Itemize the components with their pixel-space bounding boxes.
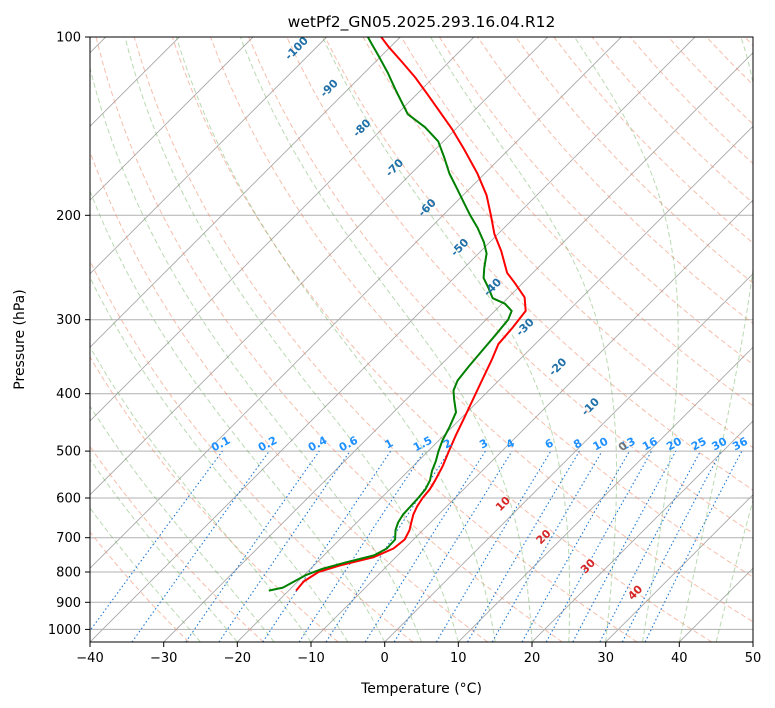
mixing-ratio-line (218, 450, 351, 642)
mixing-ratio-line (325, 450, 450, 642)
x-tick-label: −30 (150, 651, 177, 666)
moist-adiabat-line (175, 37, 496, 642)
y-tick-label: 1000 (48, 623, 81, 638)
isotherm-line (90, 37, 401, 348)
y-tick-label: 900 (56, 596, 81, 611)
y-tick-label: 500 (56, 445, 81, 460)
mixing-ratio-line (90, 450, 223, 632)
moist-adiabat-line (90, 276, 349, 642)
x-tick-label: −10 (297, 651, 324, 666)
x-axis-label: Temperature (°C) (360, 681, 482, 697)
isotherm-line (236, 125, 753, 642)
dry-adiabat-line (90, 150, 488, 642)
isotherm-line (90, 37, 696, 642)
plot-frame (89, 36, 754, 643)
moist-adiabat-line (322, 37, 571, 642)
mixing-ratio-line (545, 450, 653, 642)
moist-adiabat-line (90, 345, 312, 642)
mixing-ratio-label: 25 (689, 435, 709, 454)
mixing-ratio-label: 10 (591, 435, 611, 454)
plot-background (90, 37, 753, 642)
dry-adiabats (90, 37, 753, 642)
plot-area (90, 37, 753, 642)
isotherm-line (752, 641, 753, 642)
isotherm-line (384, 273, 753, 642)
moist-adiabat-line (430, 37, 617, 642)
dry-adiabat-line (324, 37, 753, 491)
mixing-ratio-line (644, 450, 743, 642)
isotherm-line (90, 37, 622, 569)
mixing-ratio-label: 30 (710, 435, 730, 454)
y-tick-label: 800 (56, 566, 81, 581)
skewed-isotherms (90, 37, 753, 642)
moist-adiabat-line (90, 458, 238, 642)
mixing-ratio-label: 16 (640, 435, 660, 454)
isotherm-line (457, 346, 753, 642)
mixing-ratio-label: 36 (730, 435, 750, 454)
mixing-ratio-line (521, 450, 630, 642)
dry-adiabat-line (133, 37, 638, 642)
mixing-ratio-line (393, 450, 513, 642)
x-axis-ticks: −40 −30 −20 −10 0 10 20 30 40 50 (76, 642, 761, 666)
y-tick-label: 400 (56, 387, 81, 402)
x-tick-label: −20 (224, 651, 251, 666)
isotherm-line (531, 420, 753, 642)
dry-adiabat-line (95, 37, 563, 642)
dry-adiabat-line (90, 259, 414, 642)
moist-adiabat-line (90, 507, 201, 642)
moist-adiabat-line (715, 498, 753, 642)
moist-adiabat-line (124, 37, 459, 642)
dry-adiabat-line (515, 37, 753, 284)
dry-adiabat-line (90, 356, 339, 642)
x-tick-label: 40 (671, 651, 688, 666)
mixing-ratio-label: 20 (664, 435, 684, 454)
x-tick-label: 20 (524, 651, 541, 666)
sounding-series (268, 37, 527, 592)
moist-adiabats (90, 37, 753, 642)
moist-adiabat-line (90, 189, 386, 642)
y-tick-label: 200 (56, 209, 81, 224)
y-tick-label: 100 (56, 31, 81, 46)
mixing-ratio-line (131, 450, 270, 642)
dry-adiabat-line (438, 37, 753, 366)
dry-adiabat-line (248, 37, 753, 578)
dry-adiabat-line (90, 445, 264, 642)
isotherm-line (90, 37, 328, 275)
x-tick-label: 0 (381, 651, 389, 666)
x-tick-label: −40 (76, 651, 103, 666)
y-tick-label: 300 (56, 313, 81, 328)
y-axis-ticks: 100 200 300 400 500 600 700 800 900 1000 (48, 31, 90, 638)
x-tick-label: 50 (745, 651, 762, 666)
moist-adiabat-line (239, 37, 533, 642)
dewpoint-profile (268, 37, 513, 592)
isotherm-line (605, 494, 753, 642)
isotherm-line (163, 52, 753, 642)
mixing-ratio-line (572, 450, 677, 642)
mixing-ratio-line (262, 450, 392, 642)
x-tick-label: 30 (597, 651, 614, 666)
dry-adiabat-line (400, 37, 753, 407)
moist-adiabat-line (574, 37, 679, 642)
y-tick-label: 600 (56, 492, 81, 507)
temperature-profile (295, 37, 527, 592)
mixing-ratio-lines (90, 450, 743, 642)
y-axis-label: Pressure (hPa) (12, 289, 28, 389)
mixing-ratio-line (185, 450, 320, 642)
dry-adiabat-line (171, 37, 712, 642)
y-tick-label: 700 (56, 531, 81, 546)
isotherm-line (90, 37, 549, 496)
moist-adiabat-line (90, 405, 275, 642)
dry-adiabat-line (210, 37, 753, 623)
x-tick-label: 10 (450, 651, 467, 666)
mixing-ratio-label: 13 (618, 435, 638, 454)
dry-adiabat-line (90, 531, 190, 642)
isotherm-line (90, 37, 475, 422)
isotherm-line (90, 37, 254, 201)
moist-adiabat-line (678, 37, 753, 642)
moist-adiabat-line (90, 65, 422, 642)
chart-title: wetPf2_GN05.2025.293.16.04.R12 (288, 13, 556, 32)
